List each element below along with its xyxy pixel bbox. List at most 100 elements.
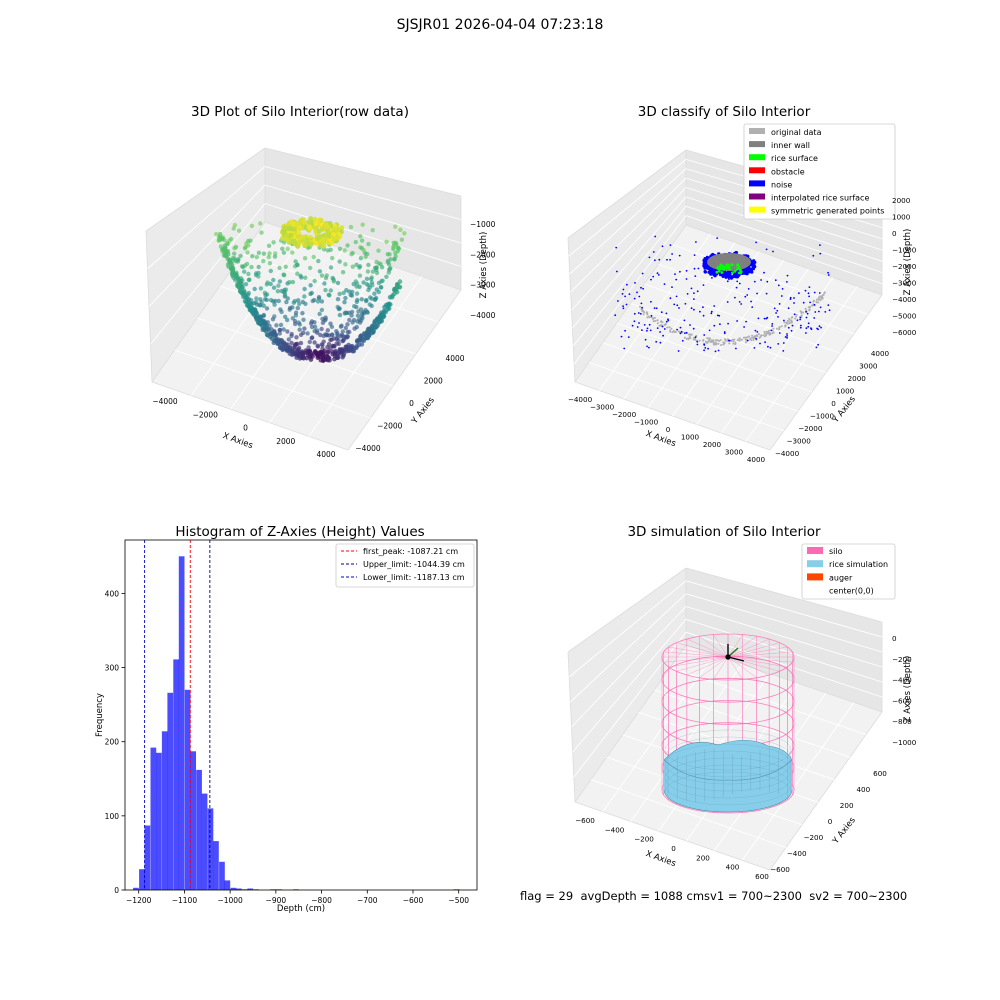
- legend-swatch: [749, 154, 765, 161]
- point-noise: [719, 323, 721, 326]
- data-point: [312, 340, 317, 345]
- data-point: [296, 224, 302, 230]
- data-point: [335, 335, 340, 340]
- data-point: [298, 340, 304, 346]
- point-original: [790, 321, 793, 324]
- point-noise: [659, 341, 662, 344]
- point-noise: [689, 324, 691, 326]
- point-noise: [644, 338, 647, 341]
- point-original: [742, 336, 745, 339]
- legend-swatch: [749, 193, 765, 200]
- plot4-xtick: 0: [671, 844, 676, 853]
- point-original: [822, 293, 825, 296]
- data-point: [240, 264, 246, 270]
- data-point: [236, 257, 241, 262]
- data-point: [285, 296, 290, 301]
- data-point: [302, 286, 307, 292]
- data-point: [318, 357, 324, 363]
- data-point: [354, 291, 360, 296]
- point-noise: [798, 292, 800, 295]
- data-point: [352, 326, 357, 331]
- point-original: [802, 311, 805, 314]
- data-point: [316, 228, 322, 234]
- point-noise: [814, 311, 817, 313]
- point-noise: [756, 292, 758, 295]
- data-point: [240, 284, 245, 290]
- point-noise: [640, 286, 642, 289]
- data-point: [343, 325, 348, 331]
- point-noise: [800, 324, 802, 327]
- plot2-xtick: −3000: [590, 403, 615, 412]
- data-point: [383, 302, 389, 308]
- data-point: [347, 347, 353, 352]
- point-original: [685, 337, 688, 340]
- legend-label: obstacle: [771, 167, 805, 176]
- point-original: [731, 339, 734, 341]
- point-noise: [782, 350, 785, 352]
- point-noise: [696, 343, 699, 346]
- data-point: [276, 298, 281, 304]
- hist-bar: [196, 769, 202, 890]
- data-point: [270, 333, 276, 338]
- data-point: [364, 276, 370, 281]
- data-point: [308, 241, 314, 247]
- data-point: [312, 278, 317, 284]
- legend-label: auger: [829, 573, 853, 582]
- plot4-xtick: −400: [605, 825, 625, 834]
- data-point: [355, 313, 361, 318]
- point-original: [795, 313, 798, 316]
- data-point: [352, 304, 357, 309]
- data-point: [350, 264, 355, 269]
- data-point: [377, 319, 382, 325]
- rice-mesh: [664, 764, 792, 806]
- silo-roof-rib: [727, 656, 743, 680]
- data-point: [399, 237, 405, 242]
- data-point: [335, 297, 341, 302]
- data-point: [285, 237, 291, 243]
- point-original: [714, 339, 717, 342]
- plot3-xtick: −500: [448, 896, 469, 905]
- plot4-ztick: −600: [892, 696, 912, 705]
- data-point: [378, 262, 383, 267]
- point-noise: [773, 307, 776, 310]
- plot4-ytick: 0: [828, 817, 833, 826]
- plot1-ztick: −4000: [470, 311, 496, 320]
- point-original: [726, 338, 729, 341]
- legend-label: rice simulation: [829, 560, 888, 569]
- data-point: [315, 299, 321, 304]
- point-noise: [804, 289, 807, 292]
- data-point: [402, 231, 407, 236]
- data-point: [337, 312, 343, 318]
- data-point: [269, 336, 275, 342]
- point-noise: [775, 312, 777, 314]
- data-point: [325, 345, 330, 350]
- point-noise: [756, 331, 759, 333]
- point-original: [815, 300, 818, 303]
- point-noise: [743, 326, 745, 328]
- point-noise: [771, 323, 774, 325]
- point-noise: [745, 320, 747, 323]
- silo-roof-rib: [686, 656, 729, 676]
- data-point: [319, 273, 325, 278]
- grid-line: [602, 654, 715, 812]
- data-point: [326, 292, 331, 297]
- point-noise: [709, 272, 713, 276]
- legend-frame: [801, 543, 896, 600]
- plot4-ztick: −1000: [892, 738, 917, 747]
- data-point: [331, 344, 336, 349]
- grid-line: [190, 235, 305, 396]
- point-original: [744, 341, 747, 344]
- data-point: [274, 323, 279, 328]
- point-noise: [723, 331, 726, 333]
- point-noise: [736, 320, 738, 322]
- point-original: [728, 342, 731, 345]
- point-original: [755, 334, 758, 337]
- point-original: [744, 338, 747, 341]
- data-point: [249, 264, 254, 270]
- point-original: [705, 341, 708, 344]
- point-noise: [765, 317, 768, 320]
- plot4-ztick: −200: [892, 655, 912, 664]
- plot4-xtick: 400: [726, 863, 740, 872]
- data-point: [359, 342, 365, 347]
- point-original: [677, 330, 680, 333]
